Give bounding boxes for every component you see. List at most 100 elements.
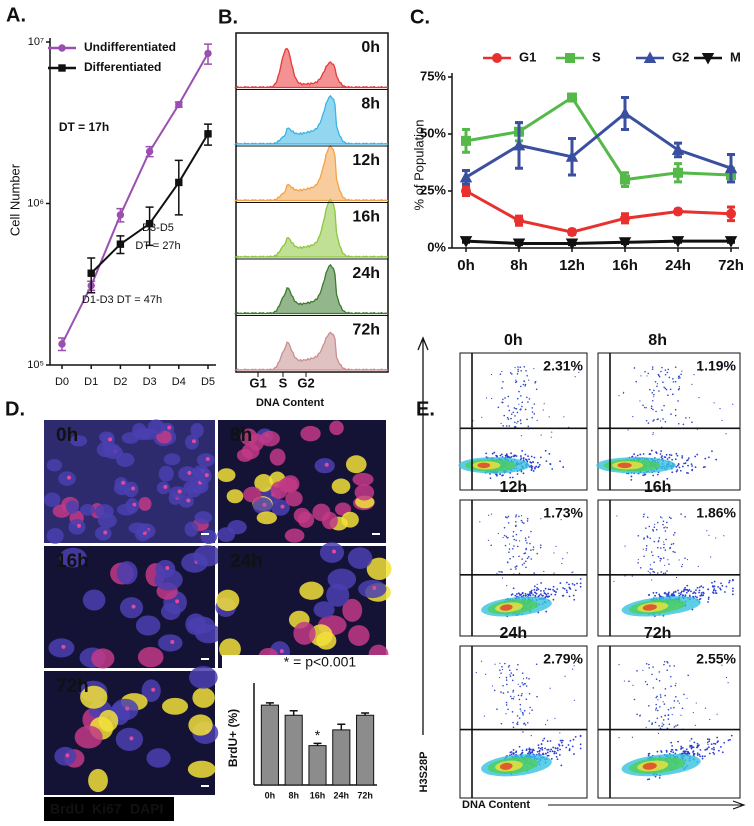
event-dot — [503, 534, 506, 537]
event-dot — [556, 749, 559, 752]
event-dot — [677, 400, 679, 402]
marker — [459, 236, 473, 248]
event-dot — [662, 418, 664, 420]
event-dot — [548, 595, 551, 598]
event-dot — [543, 403, 545, 405]
event-dot — [709, 718, 711, 721]
event-dot — [680, 591, 683, 594]
event-dot — [659, 696, 662, 698]
event-dot — [553, 590, 556, 593]
event-dot — [657, 555, 660, 558]
event-dot — [540, 589, 542, 592]
nucleus — [95, 526, 112, 541]
event-dot — [541, 746, 544, 749]
x-arrow — [548, 800, 746, 810]
event-dot — [516, 715, 519, 717]
event-dot — [521, 682, 523, 684]
event-dot — [618, 664, 620, 666]
event-dot — [516, 373, 519, 375]
nucleus — [200, 529, 217, 544]
x-tick-label: 24h — [334, 790, 350, 800]
event-dot — [530, 466, 533, 469]
event-dot — [696, 754, 699, 756]
event-dot — [666, 661, 669, 664]
event-dot — [501, 577, 504, 579]
speckle — [125, 706, 130, 711]
event-dot — [507, 515, 510, 518]
event-dot — [675, 452, 678, 455]
event-dot — [566, 591, 568, 594]
event-dot — [732, 403, 734, 405]
event-dot — [646, 535, 649, 537]
event-dot — [491, 685, 494, 687]
event-dot — [519, 455, 522, 457]
event-dot — [695, 702, 697, 704]
event-dot — [550, 758, 553, 760]
event-dot — [681, 746, 684, 749]
event-dot — [537, 611, 540, 614]
event-dot — [505, 679, 508, 681]
event-dot — [677, 740, 679, 743]
x-tick-label: 72h — [357, 790, 373, 800]
event-dot — [636, 670, 638, 672]
event-dot — [539, 456, 542, 459]
event-dot — [670, 454, 673, 457]
event-dot — [502, 398, 504, 401]
event-dot — [683, 589, 686, 592]
event-dot — [720, 582, 722, 585]
error-bar — [174, 159, 183, 216]
event-dot — [522, 712, 524, 715]
annotation: D3-D5 — [142, 222, 174, 234]
significance-star: * — [315, 727, 321, 743]
event-dot — [504, 662, 506, 665]
event-dot — [639, 453, 642, 456]
event-dot — [667, 394, 669, 397]
event-dot — [696, 596, 698, 599]
micrograph: 24h — [215, 542, 392, 668]
event-dot — [670, 685, 672, 688]
event-dot — [653, 571, 656, 573]
event-dot — [631, 736, 634, 738]
bar — [260, 704, 279, 786]
event-dot — [661, 366, 663, 369]
flow-plot — [596, 352, 741, 491]
event-dot — [646, 778, 649, 781]
event-dot — [499, 473, 502, 475]
event-dot — [525, 459, 528, 462]
event-dot — [542, 590, 545, 592]
speckle — [131, 604, 136, 609]
event-dot — [708, 515, 710, 517]
marker — [461, 186, 471, 196]
density — [642, 762, 657, 770]
event-dot — [547, 592, 549, 595]
event-dot — [657, 418, 659, 420]
event-dot — [538, 594, 541, 597]
event-dot — [655, 528, 658, 531]
event-dot — [571, 572, 573, 574]
event-dot — [691, 469, 694, 472]
x-tick-label: 24h — [665, 257, 691, 274]
event-dot — [524, 383, 527, 386]
event-dot — [670, 593, 673, 596]
stain-label: Ki67 — [92, 801, 122, 817]
nucleus — [114, 476, 128, 491]
event-dot — [518, 745, 521, 748]
flow-plot — [597, 645, 741, 799]
event-dot — [528, 593, 531, 596]
event-dot — [698, 753, 701, 756]
x-tick-label: 0h — [457, 257, 475, 274]
event-dot — [536, 587, 539, 589]
event-dot — [521, 591, 524, 594]
event-dot — [542, 753, 545, 756]
event-dot — [713, 402, 715, 404]
event-dot — [491, 452, 494, 455]
event-dot — [510, 672, 513, 674]
event-dot — [546, 740, 549, 743]
series-line — [465, 95, 732, 182]
event-dot — [567, 744, 570, 746]
event-dot — [687, 674, 689, 677]
event-dot — [630, 479, 633, 481]
nucleus — [157, 634, 183, 652]
event-dot — [531, 751, 534, 754]
event-dot — [517, 683, 519, 685]
